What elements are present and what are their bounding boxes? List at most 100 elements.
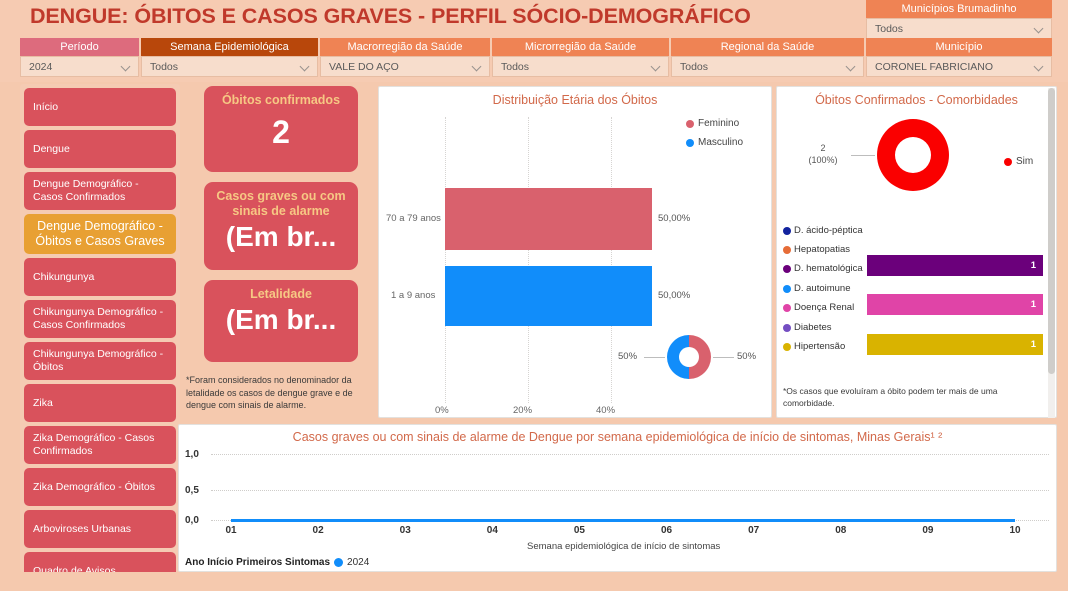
- age-distribution-panel: Distribuição Etária dos Óbitos Feminino …: [378, 86, 772, 418]
- sidebar-item-zika-demografico-obitos[interactable]: Zika Demográfico - Óbitos: [24, 468, 176, 506]
- kpi-card-obitos-confirmados-value: 2: [272, 114, 290, 150]
- kpi-card-casos-graves[interactable]: Casos graves ou com sinais de alarme (Em…: [204, 182, 358, 270]
- legend-swatch-sim: [1004, 157, 1012, 166]
- timeseries-xtick-03: 03: [399, 525, 411, 536]
- slicer-munic-pio[interactable]: Município CORONEL FABRICIANO: [866, 38, 1052, 77]
- sidebar-item-dengue-demografico-obitos-e-casos-graves[interactable]: Dengue Demográfico - Óbitos e Casos Grav…: [24, 214, 176, 254]
- slicer-dropdown[interactable]: Todos: [671, 56, 864, 77]
- age-legend-label-masculino: Masculino: [698, 137, 744, 148]
- sidebar-item-chikungunya[interactable]: Chikungunya: [24, 258, 176, 296]
- timeseries-ytick-05: 0,5: [185, 485, 199, 496]
- sidebar-item-chikungunya-demografico-casos-confirmados[interactable]: Chikungunya Demográfico - Casos Confirma…: [24, 300, 176, 338]
- age-gridline: [611, 117, 612, 403]
- comorbidity-bar-value: 1: [1030, 299, 1036, 310]
- sidebar-item-label: Chikungunya Demográfico - Óbitos: [33, 348, 164, 373]
- sidebar-item-inicio[interactable]: Início: [24, 88, 176, 126]
- timeseries-legend-label-2024: 2024: [347, 557, 370, 568]
- comorbidity-donut-count: 2: [820, 143, 826, 153]
- slicer-dropdown[interactable]: 2024: [20, 56, 139, 77]
- legend-swatch-hipertensao: [783, 342, 791, 351]
- sidebar-item-label: Zika: [33, 396, 53, 409]
- sidebar-item-label: Dengue Demográfico - Casos Confirmados: [33, 178, 139, 203]
- sidebar-item-quadro-de-avisos[interactable]: Quadro de Avisos: [24, 552, 176, 572]
- age-gridline: [528, 117, 529, 403]
- timeseries-xtick-06: 06: [660, 525, 673, 536]
- age-distribution-title: Distribuição Etária dos Óbitos: [492, 93, 658, 107]
- sidebar-item-arboviroses-urbanas[interactable]: Arboviroses Urbanas: [24, 510, 176, 548]
- timeseries-xtick-02: 02: [312, 525, 324, 536]
- chevron-down-icon: [846, 63, 857, 70]
- sidebar-item-zika[interactable]: Zika: [24, 384, 176, 422]
- slicer-regional-da-sa-de[interactable]: Regional da Saúde Todos: [671, 38, 864, 77]
- comorbidity-legend-item-diabetes[interactable]: Diabetes: [783, 322, 832, 333]
- comorbidity-legend-item-d-acido-peptica[interactable]: D. ácido-péptica: [783, 225, 863, 236]
- sidebar-item-label: Dengue: [33, 142, 70, 155]
- sidebar-item-dengue-demografico-casos-confirmados[interactable]: Dengue Demográfico - Casos Confirmados: [24, 172, 176, 210]
- timeseries-gridline: [211, 490, 1049, 491]
- slicer-value: Todos: [150, 60, 179, 73]
- comorbidity-bar-doenca-renal[interactable]: 1: [867, 294, 1043, 315]
- slicer-per-odo[interactable]: Período 2024: [20, 38, 139, 77]
- comorbidity-donut[interactable]: [877, 119, 949, 191]
- donut-leader-left: [644, 357, 665, 358]
- age-legend-item-masculino[interactable]: Masculino: [686, 137, 743, 148]
- age-bar-70-79[interactable]: [445, 188, 652, 250]
- comorbidity-legend-item-hepatopatias[interactable]: Hepatopatias: [783, 244, 850, 255]
- sidebar-item-label: Chikungunya: [33, 270, 95, 283]
- timeseries-xtick-08: 08: [835, 525, 847, 536]
- age-bar-1-9[interactable]: [445, 266, 652, 326]
- comorbidities-scrollbar[interactable]: [1048, 88, 1055, 418]
- slicer-dropdown[interactable]: VALE DO AÇO: [320, 56, 490, 77]
- slicer-label: Regional da Saúde: [671, 38, 864, 56]
- comorbidity-donut-percent: (100%): [808, 155, 838, 165]
- comorbidity-legend-item-sim[interactable]: Sim: [1004, 156, 1033, 167]
- slicer-municipios-brumadinho-dropdown[interactable]: Todos: [866, 18, 1052, 39]
- sidebar-item-chikungunya-demografico-obitos[interactable]: Chikungunya Demográfico - Óbitos: [24, 342, 176, 380]
- sidebar-item-dengue[interactable]: Dengue: [24, 130, 176, 168]
- age-legend-label-feminino: Feminino: [698, 118, 740, 129]
- sidebar-item-zika-demografico-casos-confirmados[interactable]: Zika Demográfico - Casos Confirmados: [24, 426, 176, 464]
- comorbidity-legend-label: D. autoimune: [794, 283, 851, 294]
- slicer-dropdown[interactable]: Todos: [492, 56, 669, 77]
- chevron-down-icon: [121, 63, 132, 70]
- comorbidities-footnote: *Os casos que evoluíram a óbito podem te…: [783, 386, 998, 408]
- timeseries-xtick-04: 04: [486, 525, 498, 536]
- comorbidity-bar-d-hematologica[interactable]: 1: [867, 255, 1043, 276]
- comorbidity-legend-item-hipertensao[interactable]: Hipertensão: [783, 341, 845, 352]
- sidebar-item-label: Zika Demográfico - Óbitos: [33, 480, 155, 493]
- comorbidity-bar-hipertensao[interactable]: 1: [867, 334, 1043, 355]
- slicer-macrorregi-o-da-sa-de[interactable]: Macrorregião da Saúde VALE DO AÇO: [320, 38, 490, 77]
- kpi-card-obitos-confirmados[interactable]: Óbitos confirmados 2: [204, 86, 358, 172]
- comorbidity-legend-item-doenca-renal[interactable]: Doença Renal: [783, 302, 854, 313]
- comorbidity-legend-item-d-autoimune[interactable]: D. autoimune: [783, 283, 851, 294]
- slicer-value: CORONEL FABRICIANO: [875, 60, 994, 73]
- comorbidity-bar-value: 1: [1030, 339, 1036, 350]
- age-xtick-20: 20%: [513, 405, 533, 416]
- slicer-semana-epidemiol-gica[interactable]: Semana Epidemiológica Todos: [141, 38, 318, 77]
- age-category-label-1-9: 1 a 9 anos: [391, 290, 436, 301]
- slicer-municipios-brumadinho[interactable]: Municípios Brumadinho Todos: [866, 0, 1052, 39]
- timeseries-xtick-05: 05: [573, 525, 585, 536]
- slicer-dropdown[interactable]: CORONEL FABRICIANO: [866, 56, 1052, 77]
- timeseries-series-2024[interactable]: [231, 519, 1015, 522]
- timeseries-xtick-10: 10: [1009, 525, 1021, 536]
- timeseries-legend[interactable]: Ano Início Primeiros Sintomas 2024: [185, 557, 369, 568]
- legend-swatch-masculino: [686, 138, 694, 147]
- sidebar-item-label: Arboviroses Urbanas: [33, 522, 132, 535]
- kpi-card-letalidade[interactable]: Letalidade (Em br...: [204, 280, 358, 362]
- age-legend-item-feminino[interactable]: Feminino: [686, 118, 739, 129]
- comorbidity-legend-label: D. ácido-péptica: [794, 225, 863, 236]
- gender-split-label-left: 50%: [618, 351, 638, 362]
- slicer-value: Todos: [501, 60, 530, 73]
- comorbidities-title: Óbitos Confirmados - Comorbidades: [815, 93, 1018, 107]
- comorbidity-legend-item-d-hematologica[interactable]: D. hematológica: [783, 263, 863, 274]
- slicer-municipios-brumadinho-label: Municípios Brumadinho: [866, 0, 1052, 18]
- timeseries-ytick-1: 1,0: [185, 449, 199, 460]
- age-xtick-40: 40%: [596, 405, 616, 416]
- comorbidities-scrollbar-thumb[interactable]: [1048, 88, 1055, 374]
- gender-split-donut[interactable]: [667, 335, 711, 379]
- timeseries-panel: Casos graves ou com sinais de alarme de …: [178, 424, 1057, 572]
- slicer-dropdown[interactable]: Todos: [141, 56, 318, 77]
- slicer-microrregi-o-da-sa-de[interactable]: Microrregião da Saúde Todos: [492, 38, 669, 77]
